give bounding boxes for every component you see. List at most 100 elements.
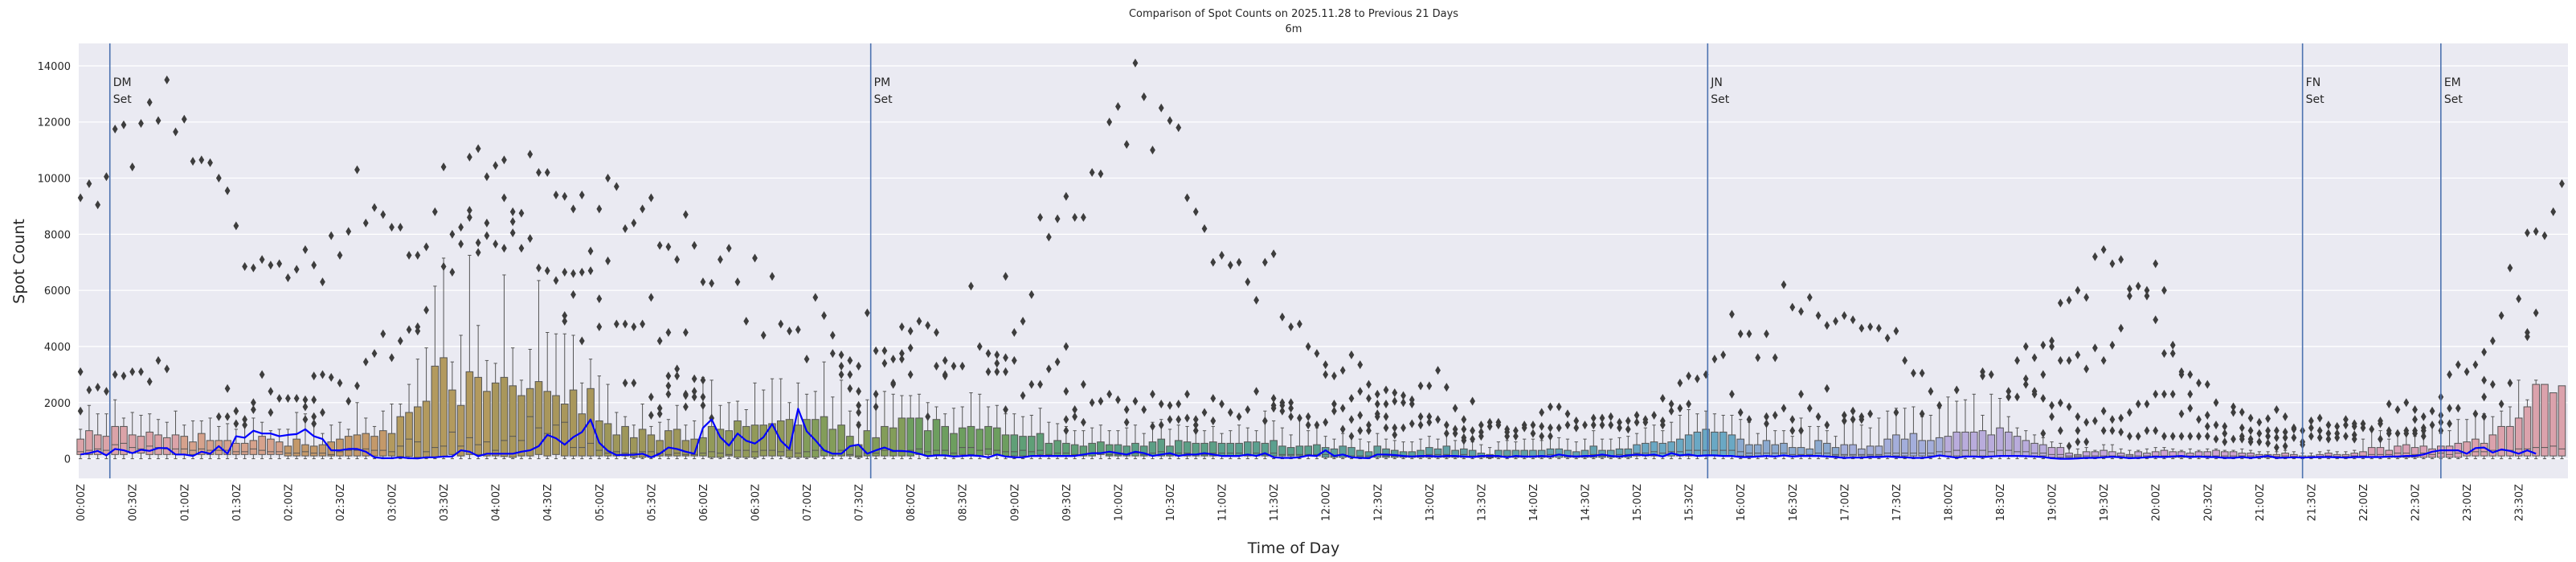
outlier-point xyxy=(1150,389,1155,399)
outlier-point xyxy=(2412,429,2418,438)
outlier-point xyxy=(371,349,378,359)
box-iqr xyxy=(656,440,664,457)
outlier-point xyxy=(2057,398,2063,408)
outlier-point xyxy=(475,238,481,248)
outlier-point xyxy=(1132,58,1139,68)
outlier-point xyxy=(2256,437,2263,447)
box-151 xyxy=(1382,438,1390,460)
outlier-point xyxy=(648,392,654,402)
box-iqr xyxy=(941,425,950,457)
outlier-point xyxy=(2386,429,2392,438)
outlier-point xyxy=(328,372,334,382)
box-115 xyxy=(1070,430,1079,460)
outlier-point xyxy=(2091,252,2098,261)
outlier-point xyxy=(2169,349,2176,359)
box-iqr xyxy=(898,417,906,457)
outlier-point xyxy=(259,370,265,379)
outlier-point xyxy=(2222,421,2228,431)
outlier-point xyxy=(907,343,914,353)
box-131 xyxy=(1208,425,1217,460)
box-13 xyxy=(189,420,197,460)
outlier-point xyxy=(803,355,810,364)
outlier-point xyxy=(1089,168,1095,178)
outlier-point xyxy=(2541,231,2548,240)
outlier-point xyxy=(2239,423,2245,433)
box-iqr xyxy=(1780,442,1788,457)
outlier-point xyxy=(1867,409,1874,419)
outlier-point xyxy=(1642,417,1649,427)
outlier-point xyxy=(2447,419,2452,429)
outlier-point xyxy=(1755,353,1761,363)
outlier-point xyxy=(1028,379,1035,389)
box-iqr xyxy=(2065,453,2073,458)
outlier-point xyxy=(562,267,568,277)
outlier-point xyxy=(631,218,637,228)
outlier-point xyxy=(1564,409,1571,419)
outlier-point xyxy=(899,349,905,359)
box-186 xyxy=(1684,408,1693,460)
box-49 xyxy=(500,274,509,460)
current-day-line xyxy=(80,408,2537,460)
outlier-point xyxy=(380,210,386,219)
outlier-point xyxy=(1348,432,1355,441)
x-tick-label: 19:30Z xyxy=(2099,484,2111,521)
outlier-point xyxy=(302,245,309,255)
outlier-point xyxy=(726,244,732,253)
outlier-point xyxy=(466,206,472,215)
outlier-point xyxy=(146,377,153,387)
outlier-point xyxy=(1980,371,1985,381)
box-7 xyxy=(137,414,145,460)
outlier-point xyxy=(527,234,534,244)
box-iqr xyxy=(128,434,137,454)
box-45 xyxy=(465,255,474,460)
outlier-point xyxy=(1893,408,1899,417)
outlier-point xyxy=(440,162,447,172)
outlier-point xyxy=(242,420,248,430)
outlier-point xyxy=(1919,409,1925,419)
box-iqr xyxy=(525,388,534,457)
outlier-point xyxy=(2489,379,2496,389)
outlier-point xyxy=(1037,379,1043,389)
box-iqr xyxy=(690,438,698,457)
outlier-point xyxy=(1063,387,1069,396)
box-iqr xyxy=(2514,417,2523,457)
outlier-point xyxy=(2472,360,2479,370)
outlier-point xyxy=(570,269,576,278)
box-iqr xyxy=(344,436,353,457)
outlier-point xyxy=(1417,412,1424,421)
outlier-point xyxy=(579,267,585,277)
box-iqr xyxy=(1442,445,1451,458)
outlier-point xyxy=(423,242,429,252)
outlier-point xyxy=(778,319,784,329)
outlier-point xyxy=(631,322,637,332)
box-57 xyxy=(569,334,578,460)
outlier-point xyxy=(2455,404,2461,413)
outlier-point xyxy=(1841,410,1847,420)
outlier-point xyxy=(224,384,231,393)
box-iqr xyxy=(292,438,301,457)
outlier-point xyxy=(2022,342,2029,351)
outlier-point xyxy=(2135,432,2141,441)
box-2 xyxy=(93,413,102,460)
outlier-point xyxy=(2239,434,2245,444)
outlier-point xyxy=(1850,315,1856,325)
outlier-point xyxy=(1331,400,1337,409)
outlier-point xyxy=(1694,374,1700,384)
outlier-point xyxy=(2066,402,2072,412)
outlier-point xyxy=(285,394,291,404)
outlier-point xyxy=(1366,420,1372,430)
outlier-point xyxy=(2040,370,2046,379)
outlier-point xyxy=(1314,349,1320,359)
y-tick-label: 0 xyxy=(64,454,71,466)
outlier-point xyxy=(2091,343,2098,353)
box-iqr xyxy=(102,436,111,455)
box-iqr xyxy=(1114,444,1122,457)
box-iqr xyxy=(1028,436,1036,457)
outlier-point xyxy=(587,266,594,276)
outlier-point xyxy=(2066,295,2072,305)
outlier-point xyxy=(864,308,870,318)
outlier-point xyxy=(1167,400,1173,410)
outlier-point xyxy=(2109,259,2116,269)
outlier-point xyxy=(1435,415,1441,425)
outlier-point xyxy=(1789,415,1796,425)
